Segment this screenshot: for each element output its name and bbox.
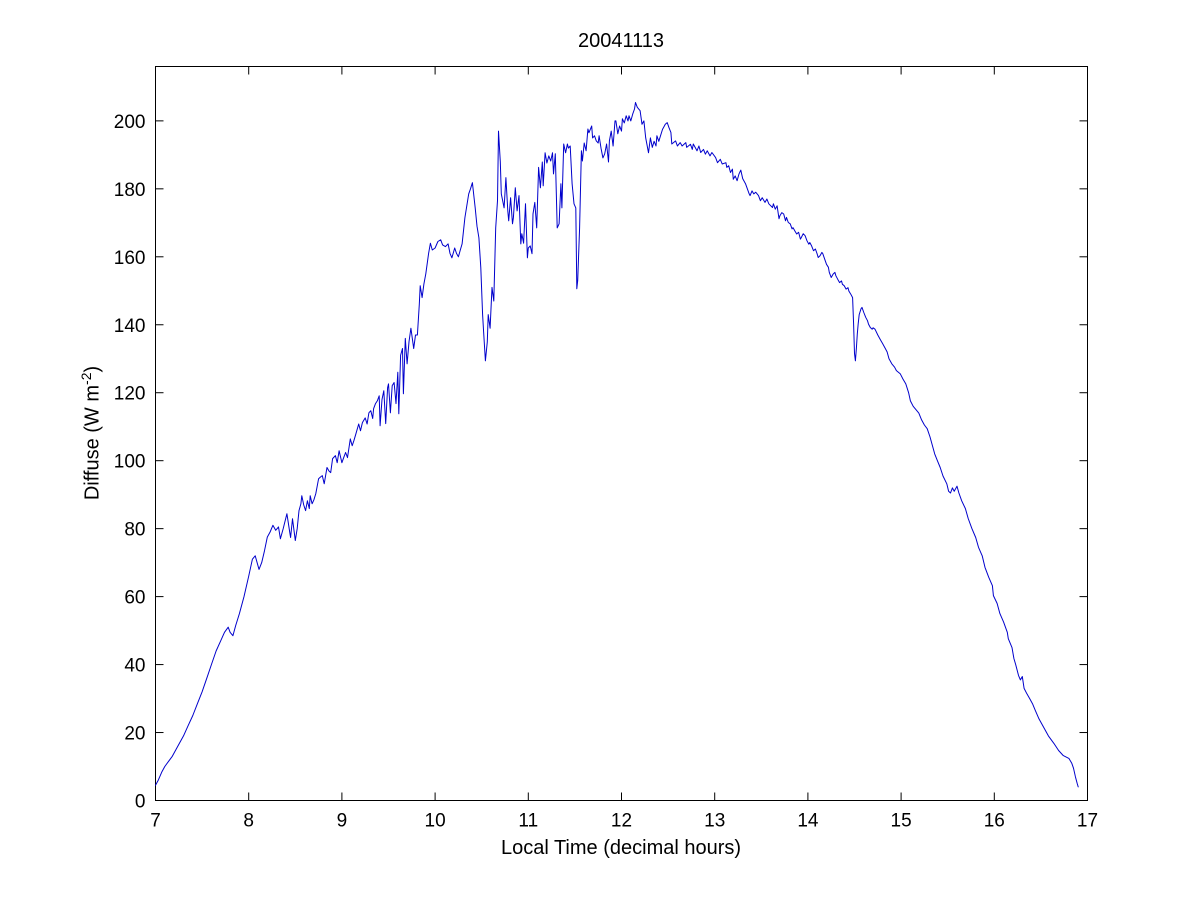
y-tick-label: 100 — [114, 452, 146, 473]
y-axis-label: Diffuse (W m-2) — [78, 365, 105, 501]
x-tick-label: 13 — [704, 811, 725, 832]
diffuse-irradiance-line — [155, 102, 1079, 788]
y-tick-label: 40 — [124, 656, 145, 677]
x-tick-label: 10 — [425, 811, 446, 832]
x-axis-label: Local Time (decimal hours) — [500, 837, 742, 859]
x-tick-label: 14 — [797, 811, 819, 832]
x-tick-label: 15 — [891, 811, 912, 832]
y-tick-label: 140 — [114, 316, 146, 337]
y-tick-label: 80 — [124, 520, 145, 541]
y-tick-label: 20 — [124, 724, 145, 745]
y-tick-label: 0 — [135, 792, 146, 813]
y-tick-label: 160 — [114, 248, 146, 269]
x-tick-label: 16 — [984, 811, 1005, 832]
y-tick-label: 120 — [114, 384, 146, 405]
y-tick-label: 180 — [114, 180, 146, 201]
x-tick-label: 9 — [337, 811, 348, 832]
x-tick-label: 11 — [518, 811, 538, 832]
chart-title: 20041113 — [577, 30, 664, 52]
y-axis-label-suffix: ) — [81, 365, 104, 373]
x-tick-label: 17 — [1077, 811, 1098, 832]
y-axis-label-superscript: -2 — [77, 372, 94, 385]
y-axis-label-text: Diffuse (W m — [81, 384, 104, 501]
y-tick-label: 200 — [114, 112, 146, 133]
y-tick-label: 60 — [124, 588, 145, 609]
axes-box — [155, 66, 1088, 801]
x-tick-label: 8 — [243, 811, 254, 832]
x-tick-label: 7 — [150, 811, 161, 832]
x-tick-label: 12 — [611, 811, 632, 832]
